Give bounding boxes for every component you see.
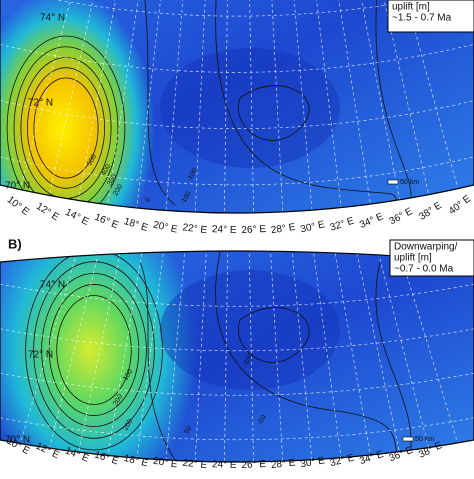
contour-line (238, 85, 310, 141)
contour-line (26, 67, 106, 189)
longitude-label: 14° E (63, 207, 90, 228)
longitude-line (164, 251, 188, 462)
panel-label: B) (8, 236, 22, 251)
longitude-label: 26° E (241, 459, 266, 471)
contour-label: 50 (183, 425, 193, 435)
scale-label: 50 km (400, 179, 419, 186)
contour-line (375, 0, 412, 206)
longitude-label: 30° E (300, 455, 326, 470)
longitude-line (392, 0, 461, 197)
longitude-line (330, 0, 372, 213)
legend-box (389, 239, 474, 277)
legend-text: Downwarping/ (394, 242, 458, 253)
longitude-label: 20° E (152, 220, 179, 236)
contour-line (41, 272, 147, 427)
longitude-label: 26° E (241, 224, 266, 236)
contour-label: 300 (112, 393, 124, 407)
legend-text: uplift [m] (392, 2, 430, 13)
scale-bar (387, 179, 399, 185)
longitude-line (47, 251, 105, 457)
longitude-line (310, 251, 343, 462)
longitude-line (372, 251, 431, 456)
map-area (0, 251, 474, 462)
latitude-label: 74° N (40, 280, 65, 291)
contour-line (139, 261, 176, 461)
legend-box (387, 0, 474, 33)
contour-label: -50 (257, 414, 268, 426)
contour-line (33, 261, 155, 439)
longitude-line (248, 251, 255, 462)
contour-label: 400 (100, 163, 112, 177)
longitude-label: 36° E (388, 206, 415, 227)
scale-bar (402, 436, 414, 442)
map-border (0, 0, 474, 214)
longitude-line (164, 0, 188, 213)
longitude-label: 22° E (182, 222, 208, 236)
latitude-label: 72° N (28, 98, 53, 109)
contour-line (238, 307, 310, 363)
contour-label: 0 (144, 197, 152, 204)
longitude-line (47, 0, 105, 204)
anomaly-low (160, 48, 340, 168)
longitude-line (351, 0, 402, 208)
map-border (0, 250, 474, 463)
legend-text: ~1.5 - 0.7 Ma (392, 13, 452, 24)
longitude-label: 16° E (93, 212, 120, 232)
latitude-label: 72° N (28, 350, 53, 361)
contour-label: 100 (122, 368, 134, 382)
longitude-line (268, 251, 284, 462)
longitude-label: 38° E (417, 200, 444, 223)
legend-text: uplift [m] (394, 253, 432, 264)
longitude-label: 22° E (182, 458, 208, 471)
latitude-label: 70° N (5, 435, 30, 446)
contour-line (48, 284, 140, 416)
longitude-line (194, 251, 208, 462)
longitude-line (135, 251, 167, 462)
longitude-label: 40° E (447, 193, 473, 217)
contour-line (375, 261, 412, 461)
contour-line (215, 251, 401, 462)
longitude-line (289, 0, 314, 213)
contour-line (139, 0, 176, 206)
contour-label: 500 (86, 153, 98, 167)
longitude-line (223, 251, 229, 462)
longitude-label: 24° E (212, 224, 237, 236)
contour-line (25, 251, 163, 451)
contour-label: 200 (122, 418, 134, 432)
contour-label: 300 (106, 173, 118, 187)
map-area (0, 0, 474, 213)
contour-line (33, 77, 99, 179)
longitude-label: 32° E (329, 216, 356, 234)
latitude-label: 70° N (5, 181, 30, 192)
longitude-label: 20° E (152, 456, 178, 471)
longitude-label: 24° E (212, 459, 237, 471)
contour-line (215, 0, 401, 213)
contour-label: 200 (112, 183, 124, 197)
longitude-line (76, 0, 126, 209)
longitude-label: 34° E (358, 211, 385, 231)
longitude-line (17, 0, 85, 198)
contour-line (56, 295, 132, 405)
longitude-line (135, 0, 167, 213)
longitude-label: 28° E (270, 222, 296, 236)
longitude-line (310, 0, 343, 213)
longitude-label: 12° E (34, 201, 61, 224)
anomaly-low (160, 270, 340, 390)
longitude-label: 10° E (5, 194, 32, 218)
longitude-line (17, 251, 85, 452)
longitude-label: 18° E (122, 216, 149, 234)
latitude-label: 74° N (40, 13, 65, 24)
contour-line (6, 35, 126, 213)
longitude-line (106, 0, 146, 213)
legend-text: ~0.7 - 0.0 Ma (394, 264, 454, 275)
longitude-label: 30° E (299, 219, 326, 235)
longitude-label: 28° E (270, 457, 296, 471)
scale-label: 50 km (415, 436, 434, 443)
longitude-line (289, 251, 314, 462)
